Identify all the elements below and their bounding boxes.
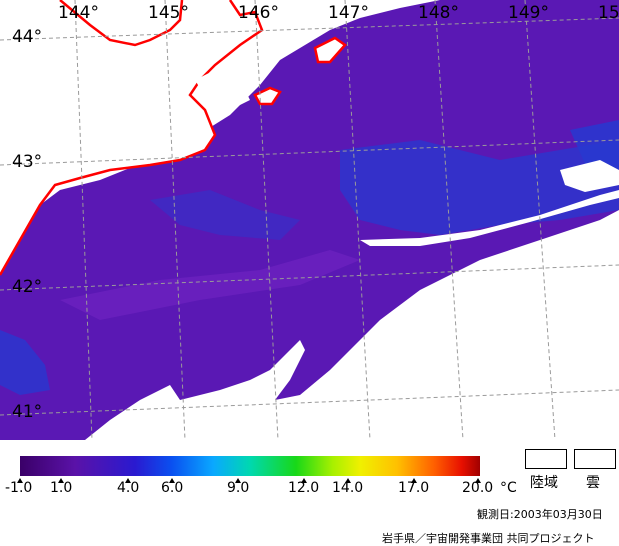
latitude-label: 42° [12,277,43,297]
longitude-label: 15 [598,3,619,23]
cloud-legend-swatch [574,449,616,469]
colorbar-tick [17,478,23,483]
land-legend-label: 陸域 [530,475,558,491]
land-hokkaido [0,0,262,275]
parallel-line [0,389,619,416]
land-island [315,38,345,62]
colorbar-tick-label: 17.0 [398,480,430,496]
colorbar-tick-label: 12.0 [288,480,320,496]
graticule [0,0,619,440]
colorbar-tick-label: 6.0 [161,480,184,496]
cloud-mask-east [560,160,619,192]
warm-water-streak [60,250,360,320]
colorbar-tick [301,478,307,483]
meridian-line [434,0,464,440]
latitude-label: 44° [12,27,43,47]
cloud-legend-label: 雲 [586,475,600,491]
colorbar-tick-label: 20.0 [462,480,494,496]
colorbar-tick [58,478,64,483]
longitude-label: 149° [508,3,549,23]
meridian-line [344,0,371,440]
meridian-line [254,0,279,440]
colorbar-tick-label: -1.0 [5,480,33,496]
colorbar-tick-label: 4.0 [117,480,140,496]
meridian-line [164,0,186,440]
observation-date: 観測日:2003年03月30日 [477,508,603,521]
cloud-streak [360,190,619,246]
colorbar-tick-label: 9.0 [227,480,250,496]
cold-water-ne [570,120,619,175]
colorbar-tick-label: 14.0 [332,480,364,496]
colorbar-tick [235,478,241,483]
longitude-label: 146° [238,3,279,23]
longitude-label: 145° [148,3,189,23]
colorbar-tick-label: 1.0 [50,480,73,496]
sst-map: 144° 145° 146° 147° 148° 149° 15 44° 43°… [0,0,619,440]
colorbar-tick [411,478,417,483]
parallel-line [0,139,619,166]
coastline [0,0,347,276]
credit-text: 岩手県／宇宙開発事業団 共同プロジェクト [382,532,595,545]
cold-water-patch [150,190,300,240]
sst-map-canvas [0,0,619,440]
longitude-label: 148° [418,3,459,23]
parallel-line [0,264,619,291]
longitude-label: 147° [328,3,369,23]
colorbar-tick [345,478,351,483]
colorbar-tick [169,478,175,483]
parallel-line [0,17,619,41]
cloud-mask-north [195,70,250,110]
cloud-mask-south [85,210,619,440]
colorbar-tick [125,478,131,483]
meridian-line [524,0,556,440]
latitude-label: 41° [12,402,43,422]
meridian-line [74,0,93,440]
cold-water-sw [0,330,50,395]
colorbar-tick [475,478,481,483]
cold-water-band [340,140,619,235]
land-legend-swatch [525,449,567,469]
temperature-colorbar [20,456,480,476]
latitude-label: 43° [12,152,43,172]
longitude-label: 144° [58,3,99,23]
colorbar-unit: °C [500,480,517,496]
